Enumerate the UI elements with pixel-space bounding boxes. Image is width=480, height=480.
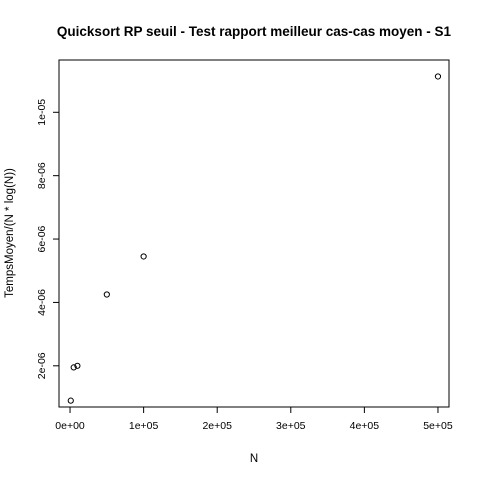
data-point: [103, 291, 110, 298]
x-tick-label: 4e+05: [350, 420, 380, 432]
y-tick-label: 4e-06: [36, 289, 48, 316]
data-point: [67, 397, 74, 404]
x-tick-label: 1e+05: [129, 420, 159, 432]
plot-frame: [58, 59, 450, 408]
y-axis: 2e-06 4e-06 6e-06 8e-06 1e-05: [36, 99, 59, 379]
chart-title: Quicksort RP seuil - Test rapport meille…: [57, 24, 452, 39]
x-tick-label: 5e+05: [423, 420, 453, 432]
y-axis-label: TempsMoyen/(N * log(N)): [4, 168, 16, 298]
x-axis-label: N: [250, 453, 258, 465]
x-tick-label: 3e+05: [276, 420, 306, 432]
y-tick-label: 1e-05: [36, 99, 48, 126]
data-point: [140, 253, 147, 260]
y-tick-label: 6e-06: [36, 225, 48, 252]
data-point: [434, 73, 442, 80]
x-tick-label: 0e+00: [55, 420, 85, 432]
data-point: [74, 362, 81, 369]
y-tick-label: 8e-06: [36, 162, 48, 189]
data-point: [70, 364, 77, 371]
x-tick-label: 2e+05: [202, 420, 232, 432]
y-tick-label: 2e-06: [36, 352, 48, 379]
x-axis: 0e+00 1e+05 2e+05 3e+05 4e+05 5e+05: [55, 407, 453, 432]
data-points: [67, 73, 442, 404]
